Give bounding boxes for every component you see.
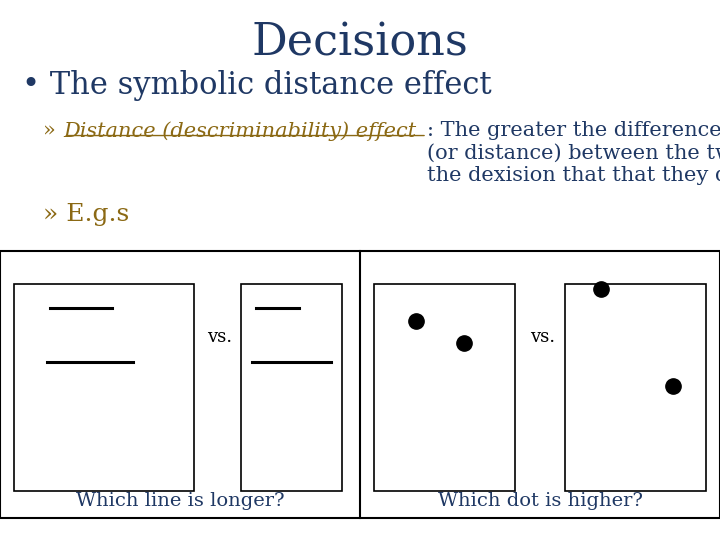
FancyBboxPatch shape [241, 284, 342, 491]
Text: : The greater the difference
(or distance) between the two stimuli being compare: : The greater the difference (or distanc… [427, 122, 720, 185]
FancyBboxPatch shape [14, 284, 194, 491]
Text: vs.: vs. [207, 328, 232, 347]
Text: vs.: vs. [530, 328, 554, 347]
FancyBboxPatch shape [374, 284, 515, 491]
Text: Distance (descriminability) effect: Distance (descriminability) effect [63, 122, 416, 141]
FancyBboxPatch shape [565, 284, 706, 491]
Text: Which dot is higher?: Which dot is higher? [438, 492, 642, 510]
FancyBboxPatch shape [0, 251, 720, 518]
Text: Which line is longer?: Which line is longer? [76, 492, 284, 510]
Text: • The symbolic distance effect: • The symbolic distance effect [22, 70, 491, 101]
Text: Decisions: Decisions [251, 22, 469, 65]
Text: » E.g.s: » E.g.s [43, 202, 130, 226]
Text: »: » [43, 122, 63, 140]
